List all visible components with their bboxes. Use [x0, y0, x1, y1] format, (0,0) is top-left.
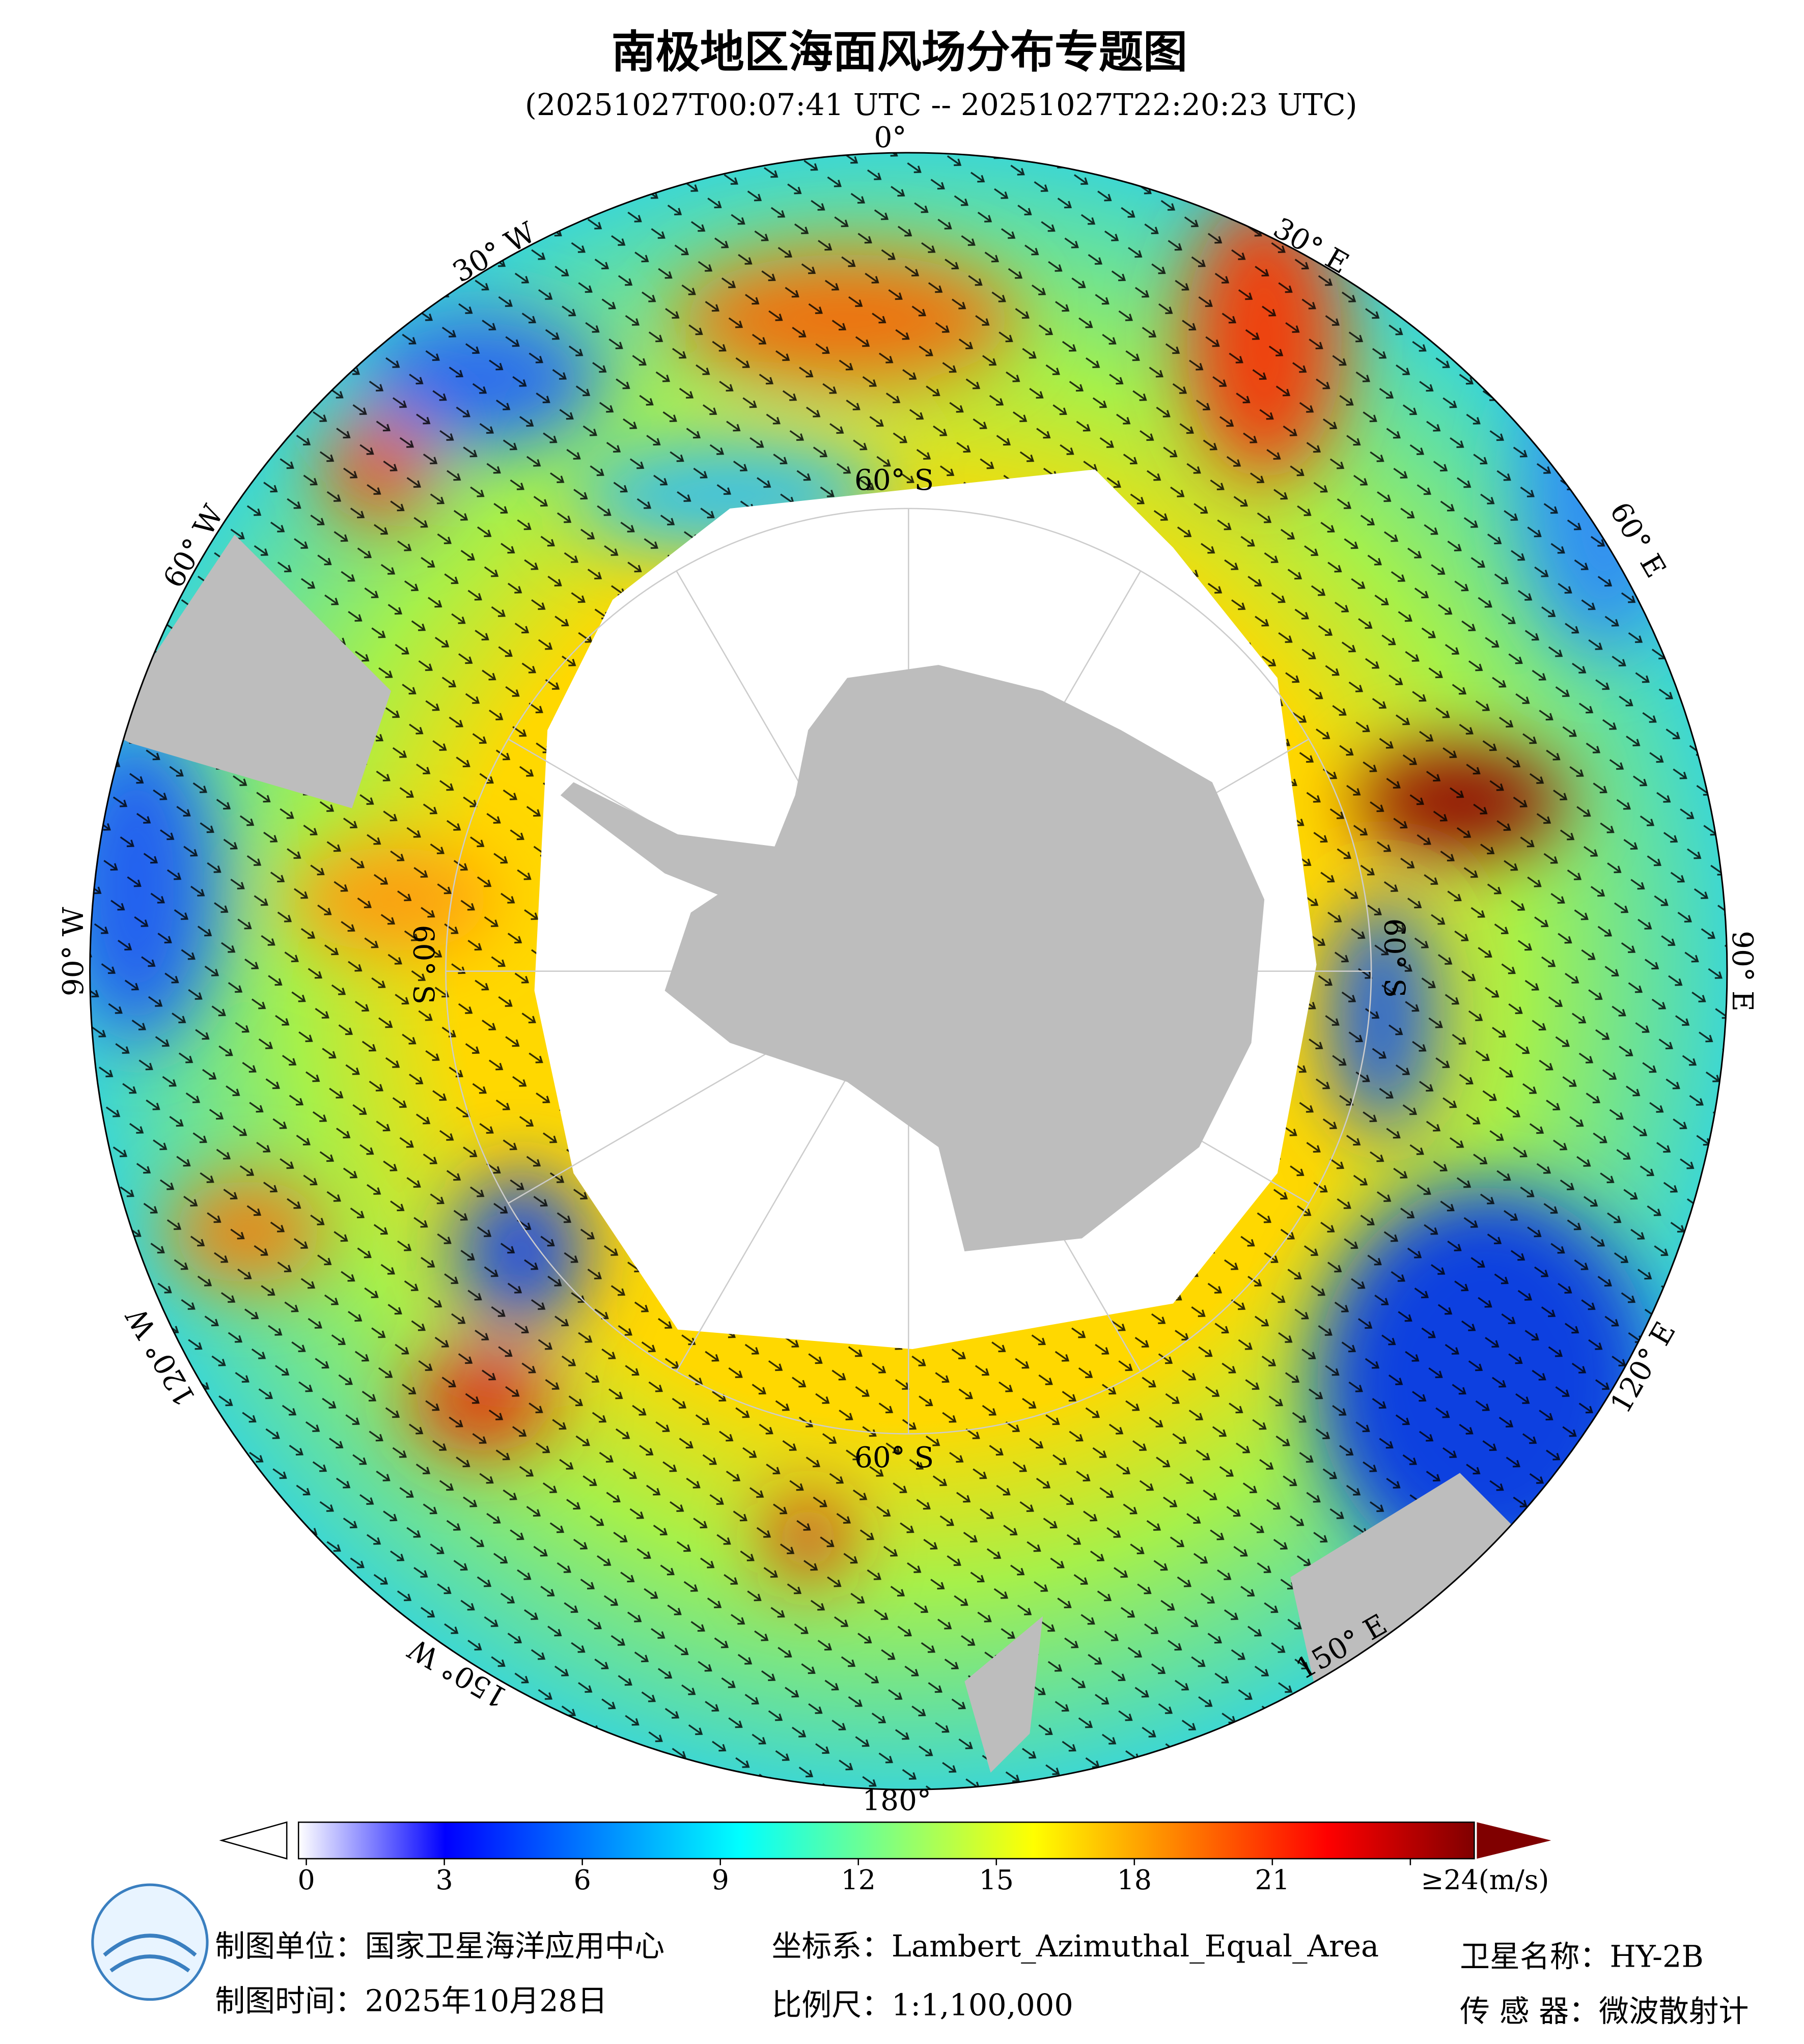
colorbar-tick-label: 21 — [1255, 1864, 1290, 1896]
satellite: 卫星名称：HY-2B — [1460, 1939, 1704, 1974]
colorbar: 0 3 6 9 12 15 18 21 ≥24(m/s) — [219, 1821, 1551, 1896]
colorbar-tick-label: 9 — [712, 1864, 729, 1896]
antarctica — [664, 665, 1265, 1252]
map-border — [89, 152, 1728, 1790]
latitude-label: 60° S — [854, 1441, 934, 1474]
sensor: 传 感 器：微波散射计 — [1460, 1994, 1749, 2029]
longitude-label: 90° E — [1726, 931, 1759, 1012]
latitude-label: 60° S — [406, 925, 439, 1004]
colorbar-tick-label: 18 — [1117, 1864, 1152, 1896]
latitude-label: 60° S — [1378, 918, 1411, 998]
longitude-label: 90° W — [57, 907, 90, 996]
producer: 制图单位：国家卫星海洋应用中心 — [215, 1928, 664, 1964]
colorbar-tick-label: 3 — [436, 1864, 453, 1896]
projection: 坐标系：Lambert_Azimuthal_Equal_Area — [772, 1928, 1379, 1964]
colorbar-tick-label: 12 — [841, 1864, 876, 1896]
colorbar-tick-label: 15 — [979, 1864, 1014, 1896]
date: 制图时间：2025年10月28日 — [215, 1983, 607, 2019]
colorbar-tick-label: 0 — [297, 1864, 315, 1896]
colorbar-tick-label: ≥24(m/s) — [1421, 1864, 1549, 1896]
longitude-label: 0° — [874, 121, 906, 154]
scale: 比例尺：1:1,100,000 — [772, 1987, 1073, 2022]
logo — [91, 1883, 209, 2001]
subtitle: (20251027T00:07:41 UTC -- 20251027T22:20… — [525, 87, 1357, 122]
latitude-label: 60° S — [854, 464, 934, 497]
colorbar-tick-label: 6 — [574, 1864, 591, 1896]
title: 南极地区海面风场分布专题图 — [612, 26, 1187, 78]
longitude-label: 180° — [862, 1784, 931, 1817]
antarctic-peninsula — [560, 782, 782, 900]
